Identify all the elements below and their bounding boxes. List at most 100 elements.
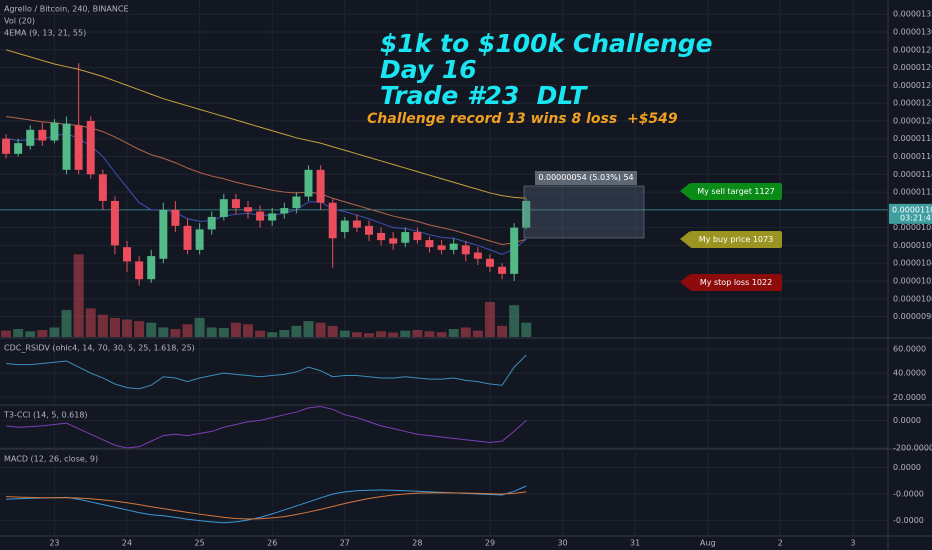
y-tick-label: 0.00001000	[893, 294, 932, 303]
y-tick-label: -0.0000	[893, 516, 924, 525]
candle-body	[231, 199, 240, 209]
candle-body	[316, 169, 325, 203]
volume-bar	[315, 322, 326, 337]
x-tick-label: Aug	[700, 539, 716, 548]
candle-body	[449, 243, 458, 250]
candle-body	[437, 245, 446, 250]
candle-body	[485, 258, 494, 267]
y-tick-label: 20.0000	[893, 393, 926, 402]
y-tick-label: 0.00001260	[893, 63, 932, 72]
volume-bar	[85, 308, 96, 337]
volume-bar	[134, 321, 145, 337]
volume-bar	[194, 317, 205, 337]
y-tick-label: 0.00001220	[893, 99, 932, 108]
volume-bar	[436, 332, 447, 337]
candle-body	[123, 247, 132, 262]
candle-body	[352, 220, 361, 228]
y-tick-label: 0.00001240	[893, 81, 932, 90]
candle-body	[401, 232, 410, 243]
headline: $1k to $100k Challenge	[380, 29, 713, 58]
indicator-title: MACD (12, 26, close, 9)	[4, 455, 98, 464]
indicator-title: CDC_RSIDV (ohlc4, 14, 70, 30, 5, 25, 1.6…	[4, 344, 195, 353]
volume-bar	[303, 321, 314, 337]
candle-body	[461, 245, 470, 255]
ema-label: 4EMA (9, 13, 21, 55)	[4, 29, 86, 38]
candle-body	[50, 122, 59, 141]
y-tick-label: -0.0000	[893, 489, 924, 498]
volume-bar	[109, 317, 120, 337]
candle-body	[147, 256, 156, 280]
volume-bar	[497, 325, 508, 337]
volume-bar	[400, 330, 411, 337]
volume-bar	[158, 327, 169, 337]
candle-body	[207, 216, 216, 230]
candle-body	[413, 232, 422, 241]
candle-body	[256, 211, 265, 221]
sell-target-label: My sell target 1127	[680, 183, 782, 200]
volume-bar	[448, 329, 459, 337]
y-tick-label: 0.00001160	[893, 152, 932, 161]
symbol-title: Agrello / Bitcoin, 240, BINANCE	[4, 5, 129, 14]
candle-body	[280, 208, 289, 214]
volume-bar	[291, 325, 302, 337]
y-tick-label: 0.00001180	[893, 134, 932, 143]
indicator-line	[5, 354, 527, 390]
volume-bar	[218, 328, 229, 337]
volume-bar	[376, 331, 387, 337]
position-label: 0.00000054 (5.03%) 54	[535, 171, 637, 185]
candle-body	[498, 266, 507, 274]
y-tick-label: 60.0000	[893, 344, 926, 353]
position-box	[523, 185, 645, 239]
y-tick-label: 0.00001020	[893, 276, 932, 285]
x-tick-label: 26	[267, 539, 277, 548]
candle-body	[328, 202, 337, 239]
volume-bar	[388, 332, 399, 337]
candle-body	[86, 120, 95, 175]
candle-body	[268, 213, 277, 221]
volume-bar	[13, 329, 24, 337]
candle-body	[425, 240, 434, 248]
y-tick-label: 0.00001300	[893, 28, 932, 37]
volume-bar	[484, 302, 495, 337]
candle-body	[364, 225, 373, 235]
challenge-record: Challenge record 13 wins 8 loss +$549	[367, 111, 678, 127]
candle-body	[135, 261, 144, 280]
x-tick-label: 30	[557, 539, 567, 548]
x-tick-label: 23	[49, 539, 59, 548]
volume-bar	[424, 331, 435, 337]
y-tick-label: 0.00000980	[893, 312, 932, 321]
candle-body	[38, 129, 47, 141]
volume-bar	[146, 322, 157, 337]
stop-loss-label: My stop loss 1022	[680, 274, 782, 291]
candle-body	[389, 238, 398, 244]
current-price: 0.00001100	[892, 205, 932, 214]
headline: Trade #23 DLT	[380, 81, 587, 110]
ema-line	[5, 49, 527, 199]
candle-body	[244, 207, 253, 212]
y-tick-label: 0.00001040	[893, 259, 932, 268]
y-tick-label: 0.00001140	[893, 170, 932, 179]
indicator-line	[5, 406, 527, 449]
candle-body	[195, 229, 204, 250]
candle-body	[171, 209, 180, 226]
candle-body	[377, 232, 386, 241]
candle-body	[159, 209, 168, 259]
y-tick-label: 0.00001280	[893, 45, 932, 54]
volume-bar	[182, 324, 193, 337]
volume-bar	[363, 333, 374, 337]
volume-bar	[412, 330, 423, 337]
volume-bar	[170, 329, 181, 337]
candle-body	[340, 220, 349, 233]
volume-bar	[37, 330, 48, 337]
volume-bar	[509, 305, 520, 337]
volume-bar	[73, 254, 84, 337]
volume-bar	[122, 319, 133, 337]
y-tick-label: -200.0000	[893, 444, 932, 453]
candle-body	[74, 125, 83, 170]
y-tick-label: 0.00001120	[893, 188, 932, 197]
candle-body	[219, 199, 228, 217]
x-tick-label: 29	[485, 539, 495, 548]
